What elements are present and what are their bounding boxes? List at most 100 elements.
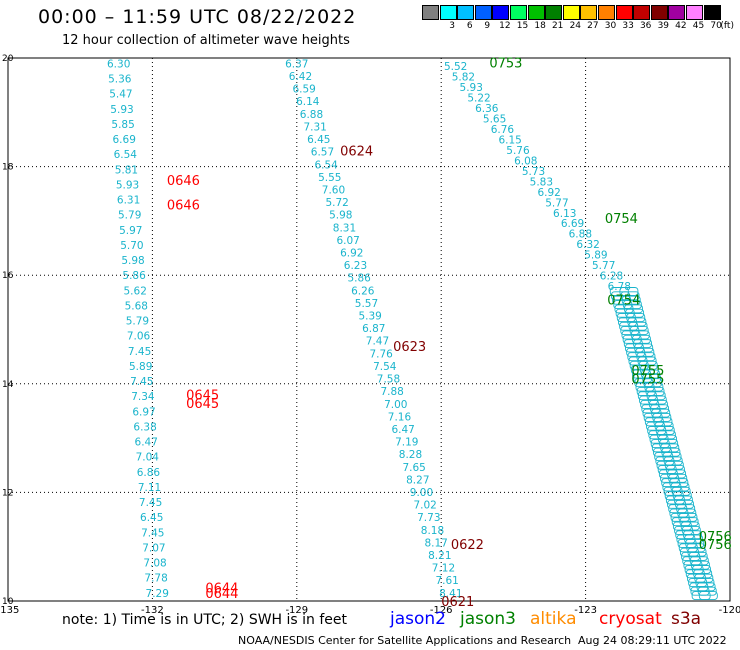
dense-track-mark bbox=[627, 317, 647, 327]
dense-track-mark bbox=[656, 430, 676, 440]
dense-track-mark bbox=[697, 586, 717, 596]
swh-value-label: 5.77 bbox=[545, 197, 568, 209]
swh-value-label: 7.00 bbox=[384, 399, 407, 411]
swh-value-label: 5.79 bbox=[118, 210, 141, 222]
dense-track-mark bbox=[647, 395, 667, 405]
dense-track-mark bbox=[628, 321, 648, 331]
colorbar-swatch bbox=[457, 5, 475, 20]
colorbar-swatch bbox=[562, 5, 580, 20]
swh-value-label: 5.93 bbox=[116, 179, 139, 191]
colorbar-swatch bbox=[492, 5, 510, 20]
swh-value-label: 8.17 bbox=[424, 537, 447, 549]
swh-value-label: 7.65 bbox=[402, 462, 425, 474]
dense-track-mark bbox=[637, 356, 657, 366]
dense-track-mark bbox=[688, 552, 708, 561]
dense-track-mark bbox=[696, 582, 716, 592]
swh-value-label: 7.54 bbox=[373, 361, 397, 373]
swh-value-label: 6.15 bbox=[498, 134, 521, 146]
dense-track-mark bbox=[680, 521, 700, 531]
dense-track-mark bbox=[619, 287, 639, 296]
dense-track-mark bbox=[681, 525, 701, 535]
swh-value-label: 5.85 bbox=[111, 119, 134, 131]
pass-time-label: 0754 bbox=[607, 294, 640, 309]
pass-time-label: 0621 bbox=[441, 595, 474, 610]
swh-value-label: 6.42 bbox=[289, 71, 312, 83]
x-tick-label: -126 bbox=[430, 605, 453, 616]
page-subtitle: 12 hour collection of altimeter wave hei… bbox=[62, 33, 350, 48]
swh-value-label: 5.98 bbox=[329, 210, 352, 222]
swh-value-label: 5.89 bbox=[584, 250, 607, 262]
dense-track-mark bbox=[644, 382, 664, 392]
dense-track-mark bbox=[683, 530, 702, 540]
swh-value-label: 6.07 bbox=[336, 235, 359, 247]
colorbar-swatch bbox=[615, 5, 633, 20]
colorbar-label: 33 bbox=[622, 21, 634, 31]
pass-time-label: 0644 bbox=[205, 587, 238, 602]
swh-value-label: 5.62 bbox=[124, 285, 147, 297]
dense-track-mark bbox=[631, 334, 651, 344]
swh-value-label: 7.29 bbox=[146, 588, 169, 600]
dense-track-mark bbox=[664, 460, 684, 470]
dense-track-mark bbox=[689, 556, 709, 566]
pass-time-label: 0756 bbox=[699, 530, 732, 545]
swh-value-label: 7.45 bbox=[130, 376, 153, 388]
swh-value-label: 6.92 bbox=[537, 187, 560, 199]
dense-track-mark bbox=[629, 326, 649, 336]
dense-track-mark bbox=[651, 408, 671, 418]
swh-value-label: 6.76 bbox=[491, 124, 515, 136]
swh-value-label: 7.02 bbox=[413, 500, 436, 512]
swh-value-label: 5.97 bbox=[119, 225, 142, 237]
colorbar-label: 36 bbox=[639, 21, 652, 31]
dense-track-mark bbox=[669, 478, 689, 488]
colorbar-label: 9 bbox=[484, 21, 491, 31]
dense-track-mark bbox=[638, 360, 658, 370]
dense-track-mark bbox=[658, 434, 677, 444]
swh-value-label: 7.47 bbox=[366, 336, 389, 348]
swh-value-label: 8.31 bbox=[333, 222, 356, 234]
pass-time-label: 0756 bbox=[699, 538, 732, 553]
map-frame bbox=[7, 57, 731, 602]
swh-value-label: 6.88 bbox=[300, 109, 323, 121]
colorbar-swatch bbox=[422, 5, 439, 20]
colorbar-label: 42 bbox=[675, 21, 687, 31]
swh-value-label: 5.72 bbox=[325, 197, 348, 209]
y-tick-label: 12 bbox=[2, 488, 13, 498]
dense-track-mark bbox=[661, 447, 681, 457]
swh-value-label: 6.57 bbox=[311, 147, 334, 159]
swh-value-label: 7.76 bbox=[369, 348, 393, 360]
satellite-jason2: jason2 bbox=[390, 609, 446, 629]
swh-value-label: 5.86 bbox=[122, 270, 146, 282]
satellite-altika: altika bbox=[530, 609, 577, 629]
dense-track-mark bbox=[663, 456, 683, 466]
dense-track-mark bbox=[660, 443, 680, 453]
x-tick-label: -132 bbox=[141, 605, 164, 616]
swh-value-label: 8.21 bbox=[428, 550, 451, 562]
swh-value-label: 6.97 bbox=[132, 406, 155, 418]
swh-value-label: 7.45 bbox=[128, 346, 151, 358]
swh-value-label: 7.16 bbox=[388, 411, 412, 423]
dense-track-mark bbox=[646, 391, 666, 401]
dense-track-mark bbox=[695, 578, 715, 587]
swh-value-label: 5.79 bbox=[126, 316, 149, 328]
colorbar-label: 70 bbox=[710, 21, 722, 31]
x-tick-label: -123 bbox=[574, 605, 597, 616]
swh-value-label: 5.83 bbox=[530, 176, 553, 188]
swh-value-label: 5.52 bbox=[444, 61, 467, 73]
dense-track-mark bbox=[626, 313, 646, 323]
swh-value-label: 5.36 bbox=[108, 74, 132, 86]
swh-value-label: 7.12 bbox=[432, 563, 455, 575]
swh-value-label: 7.04 bbox=[136, 452, 160, 464]
pass-time-label: 0755 bbox=[631, 372, 664, 387]
dense-track-mark bbox=[675, 499, 694, 509]
swh-value-label: 7.73 bbox=[417, 512, 440, 524]
dense-track-mark bbox=[672, 491, 692, 501]
swh-value-label: 6.37 bbox=[285, 58, 308, 70]
swh-value-label: 6.69 bbox=[113, 134, 136, 146]
swh-value-label: 6.47 bbox=[391, 424, 414, 436]
dense-track-mark bbox=[659, 439, 679, 448]
dense-track-mark bbox=[636, 352, 656, 362]
colorbar-swatch bbox=[598, 5, 615, 20]
dense-track-mark bbox=[635, 347, 655, 357]
dense-track-mark bbox=[621, 295, 641, 305]
dense-track-mark bbox=[643, 378, 663, 388]
